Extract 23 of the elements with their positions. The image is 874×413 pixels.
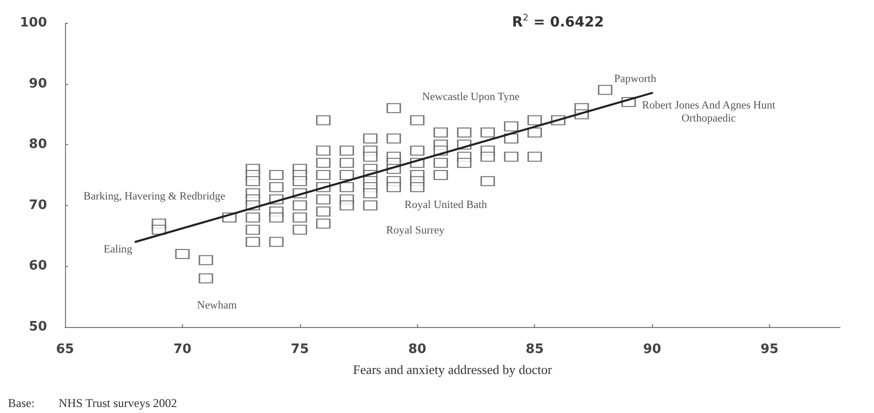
text: Base: NHS Trust surveys 2002 xyxy=(8,396,178,410)
x-tick-label: 85 xyxy=(526,342,544,357)
annotation: Ealing xyxy=(104,244,133,256)
y-tick-label: 70 xyxy=(28,198,47,213)
annotation: Barking, Havering & Redbridge xyxy=(84,190,226,203)
annotation: Newham xyxy=(197,299,238,312)
annotation: Papworth xyxy=(614,72,657,85)
y-tick-label: 50 xyxy=(28,320,47,334)
x-tick-label: 70 xyxy=(173,342,192,357)
annotation: Royal Surrey xyxy=(386,224,445,236)
x-tick-label: 80 xyxy=(408,342,426,357)
annotation: Royal United Bath xyxy=(404,199,488,212)
y-tick-label: 90 xyxy=(28,76,47,92)
y-tick-label: 80 xyxy=(28,137,47,152)
x-axis-title: Fears and anxiety addressed by doctor xyxy=(353,362,553,377)
x-tick-label: 65 xyxy=(56,342,74,357)
annotation: Newcastle Upon Tyne xyxy=(422,91,520,104)
x-tick-label: 75 xyxy=(290,342,309,357)
x-tick-label: 95 xyxy=(760,342,779,357)
y-tick-label: 60 xyxy=(28,258,47,274)
x-tick-label: 90 xyxy=(643,342,662,357)
annotation: Robert Jones And Agnes Hunt Orthopaedic xyxy=(642,100,776,125)
y-tick-label: 100 xyxy=(20,16,47,30)
